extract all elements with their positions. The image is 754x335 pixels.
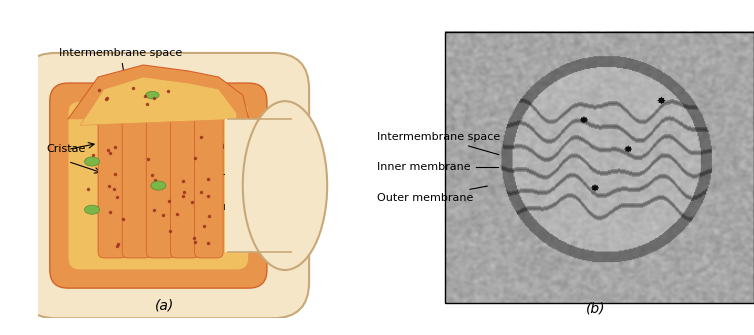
Text: Intermembrane space: Intermembrane space — [377, 132, 500, 155]
Polygon shape — [68, 65, 249, 119]
Text: Outer membrane: Outer membrane — [188, 188, 285, 212]
FancyBboxPatch shape — [50, 83, 267, 288]
Text: Cristae: Cristae — [47, 144, 86, 154]
Text: (a): (a) — [155, 298, 174, 312]
FancyBboxPatch shape — [68, 101, 249, 270]
Text: Inner membrane: Inner membrane — [377, 162, 498, 173]
Ellipse shape — [84, 157, 100, 166]
Text: Intermembrane space: Intermembrane space — [188, 141, 311, 151]
FancyBboxPatch shape — [225, 119, 291, 252]
Polygon shape — [80, 77, 237, 125]
FancyBboxPatch shape — [98, 113, 127, 258]
Text: (b): (b) — [586, 301, 605, 315]
FancyBboxPatch shape — [146, 113, 175, 258]
Text: Intermembrane space: Intermembrane space — [59, 48, 182, 94]
FancyBboxPatch shape — [170, 113, 199, 258]
Text: Inner membrane: Inner membrane — [188, 169, 282, 182]
Ellipse shape — [151, 181, 166, 190]
Bar — [445, 32, 754, 303]
FancyBboxPatch shape — [20, 53, 309, 318]
FancyBboxPatch shape — [195, 113, 223, 258]
Ellipse shape — [84, 205, 100, 214]
Text: Outer membrane: Outer membrane — [377, 186, 487, 203]
FancyBboxPatch shape — [122, 113, 151, 258]
Ellipse shape — [146, 91, 159, 99]
Ellipse shape — [243, 101, 327, 270]
